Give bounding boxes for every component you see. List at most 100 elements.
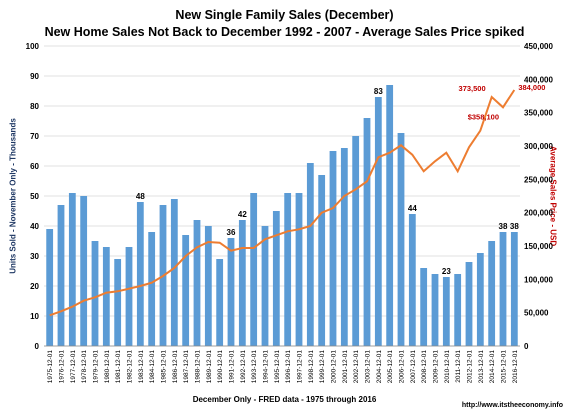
bar [136, 202, 144, 346]
x-tick-label: 1988-12-01 [195, 350, 202, 384]
right-tick-label: 50,000 [524, 309, 549, 318]
x-tick-label: 1984-12-01 [149, 350, 156, 384]
left-tick-label: 20 [30, 282, 39, 291]
x-tick-label: 2010-12-01 [444, 350, 451, 384]
right-tick-label: 350,000 [524, 109, 553, 118]
x-tick-label: 1975-12-01 [47, 350, 54, 384]
x-tick-label: 1976-12-01 [59, 350, 66, 384]
x-tick-label: 1986-12-01 [172, 350, 179, 384]
x-tick-label: 2002-12-01 [353, 350, 360, 384]
x-tick-label: 1979-12-01 [93, 350, 100, 384]
bar-data-label: 44 [408, 204, 417, 213]
x-tick-label: 1978-12-01 [81, 350, 88, 384]
bar [102, 247, 110, 346]
bar [204, 226, 212, 346]
price-data-label: 373,500 [459, 84, 486, 93]
x-tick-label: 2004-12-01 [376, 350, 383, 384]
right-tick-label: 250,000 [524, 175, 553, 184]
right-tick-label: 150,000 [524, 242, 553, 251]
bar [295, 193, 303, 346]
left-tick-label: 10 [30, 312, 39, 321]
price-line [49, 89, 516, 317]
bar-data-label: 23 [442, 267, 451, 276]
x-tick-label: 2013-12-01 [478, 350, 485, 384]
x-tick-label: 1995-12-01 [274, 350, 281, 384]
bar [363, 118, 371, 346]
left-tick-label: 50 [30, 192, 39, 201]
right-tick-label: 450,000 [524, 42, 553, 51]
bar [374, 97, 382, 346]
bar [182, 235, 190, 346]
x-tick-label: 1981-12-01 [115, 350, 122, 384]
x-tick-label: 1990-12-01 [217, 350, 224, 384]
right-tick-label: 100,000 [524, 275, 553, 284]
left-tick-label: 30 [30, 252, 39, 261]
bar [465, 262, 473, 346]
x-tick-label: 1997-12-01 [297, 350, 304, 384]
bar [284, 193, 292, 346]
chart-subtitle: New Home Sales Not Back to December 1992… [44, 25, 525, 39]
bar [397, 133, 405, 346]
bar [170, 199, 178, 346]
bar [193, 220, 201, 346]
x-tick-label: 1996-12-01 [285, 350, 292, 384]
left-tick-label: 100 [26, 42, 40, 51]
x-tick-label: 2005-12-01 [387, 350, 394, 384]
x-tick-label: 1980-12-01 [104, 350, 111, 384]
x-tick-label: 1985-12-01 [161, 350, 168, 384]
x-tick-label: 1982-12-01 [127, 350, 134, 384]
bar [68, 193, 76, 346]
x-tick-label: 2003-12-01 [365, 350, 372, 384]
left-tick-label: 0 [35, 342, 40, 351]
x-tick-label: 2016-12-01 [512, 350, 519, 384]
bar-data-label: 38 [510, 222, 519, 231]
bar [408, 214, 416, 346]
bar [46, 229, 54, 346]
x-tick-label: 1999-12-01 [319, 350, 326, 384]
x-tick-label: 2011-12-01 [455, 350, 462, 383]
bar-data-label: 48 [136, 192, 145, 201]
left-tick-label: 60 [30, 162, 39, 171]
bar [329, 151, 337, 346]
bar [227, 238, 235, 346]
bar [431, 274, 439, 346]
bar [80, 196, 88, 346]
right-tick-label: 0 [524, 342, 529, 351]
x-tick-label: 2001-12-01 [342, 350, 349, 384]
price-data-label: 384,000 [518, 83, 545, 92]
bar [318, 175, 326, 346]
x-tick-label: 2009-12-01 [433, 350, 440, 384]
left-tick-label: 90 [30, 72, 39, 81]
bar [306, 163, 314, 346]
x-tick-label: 2000-12-01 [331, 350, 338, 384]
x-tick-label: 2008-12-01 [421, 350, 428, 384]
bar [125, 247, 133, 346]
bar-data-label: 83 [374, 87, 383, 96]
x-tick-label: 1992-12-01 [240, 350, 247, 384]
bar-data-label: 36 [227, 228, 236, 237]
bar [250, 193, 258, 346]
bar [442, 277, 450, 346]
bar [340, 148, 348, 346]
bar [454, 274, 462, 346]
x-tick-label: 2012-12-01 [467, 350, 474, 384]
left-tick-label: 70 [30, 132, 39, 141]
bar [499, 232, 507, 346]
x-tick-label: 1991-12-01 [229, 350, 236, 384]
bar [148, 232, 156, 346]
bar [272, 211, 280, 346]
chart-title: New Single Family Sales (December) [175, 8, 394, 22]
price-data-label: $358,100 [468, 112, 499, 121]
left-tick-label: 80 [30, 102, 39, 111]
x-axis-label: December Only - FRED data - 1975 through… [192, 395, 377, 404]
right-tick-label: 300,000 [524, 142, 553, 151]
bar [420, 268, 428, 346]
x-tick-label: 1983-12-01 [138, 350, 145, 384]
x-tick-label: 1977-12-01 [70, 350, 77, 384]
bar [261, 226, 269, 346]
x-tick-label: 2014-12-01 [489, 350, 496, 384]
bar [114, 259, 122, 346]
bar [91, 241, 99, 346]
